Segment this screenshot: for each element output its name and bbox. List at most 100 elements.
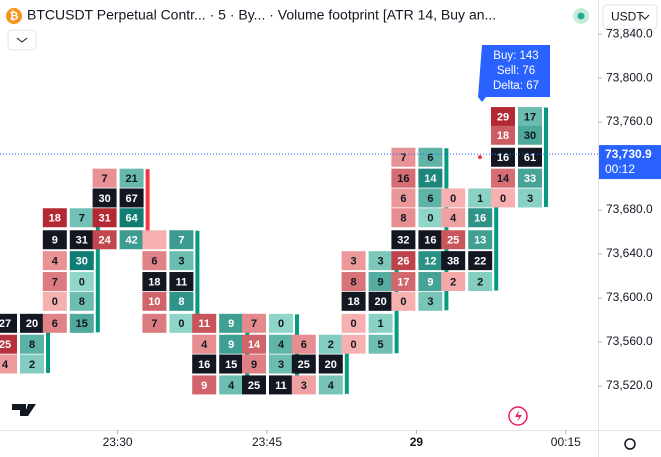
- collapse-chevron: [16, 37, 28, 43]
- buy-cell-label: 4: [278, 339, 285, 351]
- buy-cell: [418, 272, 443, 292]
- sell-cell-label: 30: [98, 193, 110, 205]
- sell-cell: [42, 291, 67, 311]
- sell-cell-label: 25: [0, 339, 11, 351]
- sell-cell: [192, 334, 217, 354]
- sell-cell: [242, 375, 266, 395]
- sell-cell: [391, 251, 416, 271]
- sell-cell: [92, 230, 117, 250]
- buy-cell: [169, 291, 194, 311]
- sell-cell: [142, 313, 167, 333]
- buy-cell-label: 1: [378, 318, 384, 330]
- candle-body: [544, 107, 548, 207]
- sell-cell-label: 6: [151, 256, 157, 268]
- sell-cell: [441, 251, 466, 271]
- sell-cell-label: 4: [450, 213, 457, 225]
- sell-cell: [242, 354, 266, 374]
- sell-cell-label: 7: [52, 276, 58, 288]
- tooltip-line: Delta: 67: [493, 80, 539, 92]
- buy-cell: [468, 188, 493, 208]
- sell-cell: [391, 188, 416, 208]
- sell-cell-label: 4: [201, 339, 208, 351]
- buy-cell-label: 16: [424, 235, 436, 247]
- sell-cell-label: 14: [497, 173, 510, 185]
- sell-cell: [92, 188, 117, 208]
- sell-cell-label: 4: [52, 256, 59, 268]
- buy-cell: [518, 107, 542, 127]
- sell-cell-label: 18: [49, 213, 61, 225]
- buy-cell: [119, 188, 144, 208]
- sell-cell-label: 24: [98, 235, 111, 247]
- y-tick-label: 73,520.0: [606, 378, 653, 392]
- sell-cell-label: 7: [400, 152, 406, 164]
- y-tick-label: 73,600.0: [606, 290, 653, 304]
- sell-cell-label: 0: [351, 318, 357, 330]
- collapse-button[interactable]: [7, 29, 37, 51]
- buy-cell-label: 8: [178, 296, 184, 308]
- buy-cell-label: 2: [477, 276, 483, 288]
- buy-cell: [219, 354, 244, 374]
- buy-cell-label: 30: [76, 256, 88, 268]
- sell-cell-label: 31: [98, 213, 110, 225]
- legend-title[interactable]: BTCUSDT Perpetual Contr... · 5 · By... ·…: [27, 7, 496, 23]
- sell-cell: [142, 230, 167, 250]
- sell-cell: [142, 291, 167, 311]
- candle-body: [245, 314, 250, 394]
- sell-cell: [192, 375, 217, 395]
- buy-cell: [20, 313, 44, 333]
- buy-cell-label: 7: [178, 235, 184, 247]
- currency-button[interactable]: [602, 4, 658, 30]
- sell-cell: [92, 168, 117, 188]
- currency-chevron: [640, 14, 650, 20]
- buy-cell: [269, 354, 293, 374]
- sell-cell: [42, 251, 67, 271]
- candle-body: [195, 230, 200, 333]
- y-tick-label: 73,760.0: [606, 114, 653, 128]
- sell-cell-label: 8: [400, 213, 406, 225]
- buy-cell: [119, 208, 144, 228]
- buy-cell: [368, 334, 393, 354]
- buy-cell-label: 22: [474, 256, 486, 268]
- symbol-icon[interactable]: [6, 8, 22, 24]
- candle-body: [344, 335, 349, 394]
- sell-cell: [441, 272, 466, 292]
- buy-cell: [468, 272, 493, 292]
- sell-cell: [142, 251, 167, 271]
- sell-cell: [441, 208, 466, 228]
- sell-cell-label: 16: [497, 152, 509, 164]
- tv-logo[interactable]: [12, 404, 36, 416]
- sell-cell-label: 0: [52, 296, 58, 308]
- buy-cell-label: 0: [278, 318, 284, 330]
- settings-icon[interactable]: [624, 438, 636, 450]
- sell-cell: [42, 230, 67, 250]
- buy-cell-label: 6: [427, 152, 433, 164]
- buy-cell-label: 13: [474, 235, 486, 247]
- sell-cell-label: 6: [52, 318, 58, 330]
- buy-cell: [69, 251, 94, 271]
- sell-cell-label: 18: [347, 296, 359, 308]
- buy-cell: [368, 251, 393, 271]
- sell-cell: [92, 208, 117, 228]
- y-tick-label: 73,680.0: [606, 202, 653, 216]
- buy-cell-label: 3: [378, 256, 384, 268]
- sell-cell-label: 0: [400, 296, 406, 308]
- sell-cell: [491, 147, 515, 167]
- sell-cell-label: 4: [2, 359, 9, 371]
- buy-cell-label: 8: [29, 339, 35, 351]
- sell-cell: [491, 107, 515, 127]
- x-tick-label: 23:30: [103, 435, 133, 449]
- y-tick-label: 73,560.0: [606, 334, 653, 348]
- sell-cell: [192, 313, 217, 333]
- buy-cell-label: 3: [527, 193, 533, 205]
- buy-cell-label: 4: [328, 380, 335, 392]
- sell-cell-label: 14: [248, 339, 261, 351]
- buy-cell: [169, 272, 194, 292]
- buy-cell-label: 20: [374, 296, 386, 308]
- buy-cell: [518, 188, 542, 208]
- buy-cell: [269, 313, 293, 333]
- sell-cell: [491, 125, 515, 145]
- countdown-label: 00:12: [605, 162, 635, 176]
- sell-cell-label: 3: [351, 256, 357, 268]
